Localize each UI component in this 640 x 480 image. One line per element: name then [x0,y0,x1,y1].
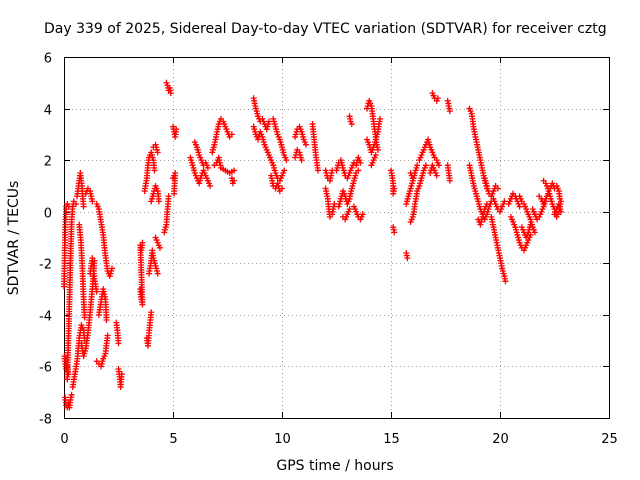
x-tick-label: 20 [492,432,509,447]
data-point [501,198,508,205]
data-point [228,131,235,138]
data-point [331,200,338,207]
tick-labels: 0 5 10 15 20 25 -8 -6 -4 -2 0 2 4 6 [39,52,618,448]
data-point [231,167,238,174]
data-point [281,167,288,174]
data-point [446,177,453,184]
data-point [556,195,563,202]
data-point [302,141,309,148]
data-point [409,175,416,182]
y-tick-label: 4 [44,104,52,119]
data-point [279,185,285,192]
data-point [139,239,146,246]
data-point [391,185,398,192]
data-point [298,157,305,164]
data-point [115,340,122,347]
data-point [103,317,110,324]
grid [64,57,609,418]
data-point [377,115,384,122]
data-point [516,203,523,210]
data-point [446,108,453,115]
data-point [283,157,290,164]
data-point [104,332,111,339]
y-axis-label: SDTVAR / TECUs [6,181,22,296]
x-axis-label: GPS time / hours [276,458,393,474]
y-tick-label: -6 [39,361,52,376]
y-tick-label: 2 [44,155,52,170]
data-point [372,151,379,158]
data-point [231,177,238,184]
x-tick-label: 10 [274,432,291,447]
data-point [422,162,429,169]
x-tick-label: 15 [383,432,400,447]
data-point [494,185,501,192]
x-tick-label: 5 [169,432,177,447]
data-point [558,208,565,215]
x-tick-label: 25 [601,432,618,447]
data-point [108,265,115,272]
data-point [391,229,398,236]
y-tick-label: -8 [39,413,52,428]
data-point [483,200,490,207]
data-point [348,121,355,128]
data-point [68,391,75,398]
data-point [167,90,174,97]
data-point [346,206,353,213]
data-point [173,126,180,133]
x-tick-label: 0 [60,432,68,447]
data-point [118,371,125,378]
data-point [314,167,321,174]
y-tick-label: -2 [39,258,52,273]
data-point [502,278,509,285]
chart-title: Day 339 of 2025, Sidereal Day-to-day VTE… [44,21,607,37]
data-point [148,309,155,316]
data-point [154,270,161,277]
data-point [93,288,100,295]
data-point [265,118,272,125]
data-point [72,200,79,207]
data-point [89,198,96,205]
data-point [531,229,538,236]
data-point [154,149,161,156]
data-point [151,167,158,174]
data-point [165,193,172,200]
data-point [433,172,440,179]
y-tick-label: 6 [44,52,52,67]
data-point [156,244,163,251]
data-point [155,198,162,205]
data-point [207,182,214,189]
data-point [357,159,364,166]
data-point [527,221,534,228]
y-tick-label: 0 [44,207,52,222]
data-point [374,146,381,153]
data-point [171,190,178,197]
data-point [435,162,442,169]
data-point [355,167,362,174]
data-point [80,203,87,210]
ticks [64,57,610,419]
data-point [359,211,366,218]
data-point [434,95,441,102]
data-point [404,255,411,262]
data-point [414,162,421,169]
y-tick-label: -4 [39,310,52,325]
data-point [204,164,211,171]
data-points [61,79,565,411]
